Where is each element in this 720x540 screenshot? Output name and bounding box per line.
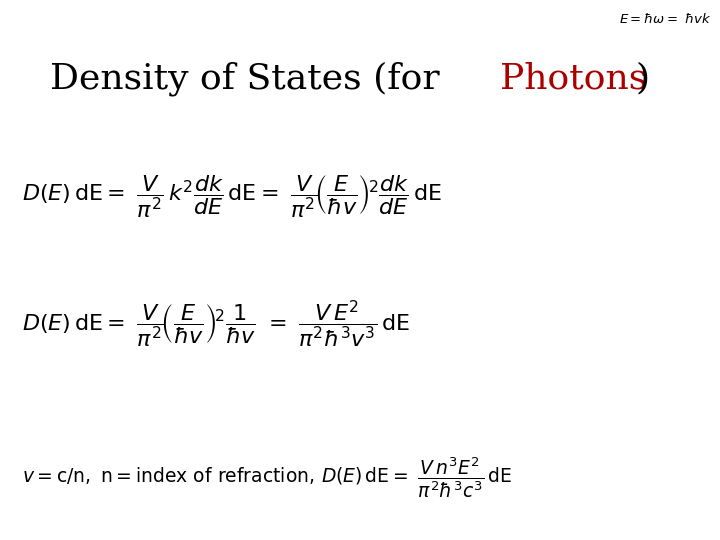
Text: $E = \hbar\omega = \ \hbar vk$: $E = \hbar\omega = \ \hbar vk$ (618, 12, 711, 26)
Text: $v = \mathrm{c/n,\ n{=}index\ of\ refraction,}\,D(E)\,\mathrm{dE}{=}\ \dfrac{V\,: $v = \mathrm{c/n,\ n{=}index\ of\ refrac… (22, 455, 512, 501)
Text: Photons: Photons (500, 62, 648, 95)
Text: ): ) (636, 62, 650, 95)
Text: $D(E)\,\mathrm{dE}{=}\ \dfrac{V}{\pi^2}\, k^2 \dfrac{dk}{dE}\,\mathrm{dE}{=}\ \d: $D(E)\,\mathrm{dE}{=}\ \dfrac{V}{\pi^2}\… (22, 174, 441, 220)
Text: Density of States (for: Density of States (for (50, 61, 451, 96)
Text: $D(E)\,\mathrm{dE}{=}\ \dfrac{V}{\pi^2}\!\left(\dfrac{E}{\hbar v}\right)^{\!2} \: $D(E)\,\mathrm{dE}{=}\ \dfrac{V}{\pi^2}\… (22, 298, 410, 350)
